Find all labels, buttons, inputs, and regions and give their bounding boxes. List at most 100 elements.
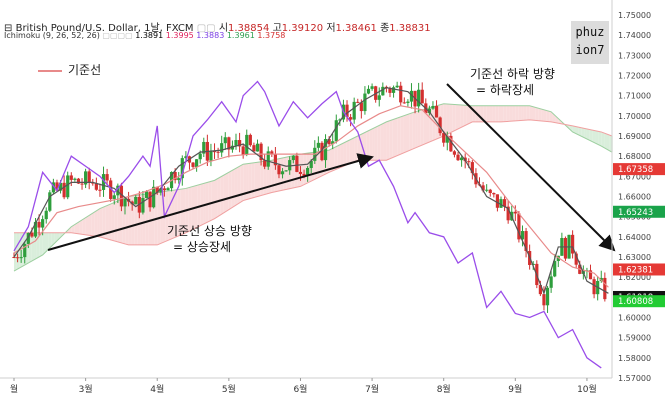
cloud-segment	[420, 109, 424, 146]
cloud-segment	[200, 183, 204, 226]
cloud-segment	[102, 206, 106, 239]
indicator-name: Ichimoku (9, 26, 52, 26)	[4, 31, 100, 40]
candle-body	[531, 263, 535, 265]
cloud-segment	[412, 111, 416, 150]
candle-body	[112, 195, 116, 199]
candle-body	[123, 198, 127, 207]
cloud-segment	[303, 153, 307, 186]
cloud-segment	[529, 105, 533, 121]
trend-arrows	[47, 83, 616, 252]
open-label: 시	[218, 23, 229, 34]
cloud-segment	[389, 119, 393, 159]
candle-body	[502, 199, 507, 207]
candle-body	[227, 137, 231, 150]
cloud-segment	[572, 125, 576, 134]
cloud-segment	[329, 148, 332, 173]
cloud-segment	[569, 125, 573, 132]
legend: 기준선	[38, 61, 101, 78]
y-tick-label: 1.58000	[618, 354, 651, 363]
cloud-segment	[483, 105, 487, 122]
indicator-value: 1.3961	[226, 31, 258, 40]
symbol-title: British Pound/U.S. Dollar, 1날, FXCM	[15, 23, 194, 34]
cloud-segment	[77, 221, 80, 235]
x-tick-label: 3월	[79, 383, 93, 395]
cloud-segment	[449, 104, 453, 134]
price-label-bg	[613, 163, 665, 176]
cloud-segment	[248, 163, 252, 199]
indicator-value: 1.3758	[257, 31, 286, 40]
candle-body	[495, 194, 500, 208]
candle-body	[62, 182, 66, 198]
cloud-segment	[432, 106, 436, 141]
candle-body	[320, 142, 324, 161]
candle-body	[338, 119, 342, 121]
cloud-segment	[119, 198, 123, 244]
cloud-segment	[455, 104, 459, 131]
x-tick-label: 9월	[508, 383, 522, 395]
candle-body	[542, 294, 546, 306]
candle-body	[37, 221, 41, 228]
candle-body	[73, 178, 77, 180]
downtrend-arrow	[446, 83, 616, 252]
cloud-segment	[260, 161, 264, 196]
candle-body	[427, 108, 431, 114]
candle-body	[388, 88, 392, 93]
cloud-segment	[515, 105, 519, 121]
candle-body	[506, 206, 510, 221]
cloud-segment	[231, 169, 235, 208]
cloud-segment	[380, 123, 384, 161]
close-label: 종	[380, 23, 390, 34]
indicator-value: 1.3891	[135, 31, 166, 40]
series-line-Chikou	[13, 80, 602, 369]
candle-body	[255, 143, 260, 152]
y-tick-label: 1.74000	[618, 31, 651, 40]
candle-body	[94, 183, 98, 190]
candle-body	[499, 199, 503, 208]
cloud-segment	[91, 212, 95, 237]
cloud-segment	[549, 111, 553, 123]
candle-body	[442, 133, 446, 143]
candle-body	[481, 185, 485, 191]
uptrend-line2: = 상승장세	[173, 240, 232, 254]
indicator-value: 1.3995	[165, 31, 197, 40]
open-value: 1.38854	[228, 23, 270, 34]
candle-body	[395, 85, 399, 88]
collapse-icon[interactable]: ⊟	[4, 23, 13, 34]
cloud-segment	[85, 215, 89, 236]
cloud-segment	[486, 105, 490, 122]
cloud-segment	[205, 181, 209, 223]
x-tick-label: 6월	[293, 383, 307, 395]
x-tick-label: 8월	[437, 383, 451, 395]
candle-body	[460, 157, 464, 161]
cloud-segment	[331, 147, 335, 172]
cloud-segment	[546, 110, 550, 122]
cloud-segment	[263, 161, 267, 195]
y-tick-label: 1.71000	[618, 92, 651, 101]
candle-body	[402, 102, 406, 104]
cloud-segment	[377, 124, 381, 161]
cloud-segment	[512, 105, 516, 122]
cloud-segment	[492, 105, 496, 122]
cloud-segment	[354, 136, 358, 162]
candle-body	[166, 188, 170, 191]
candle-body	[234, 140, 238, 146]
candle-body	[273, 154, 278, 166]
indicator-buttons-icon[interactable]: ▢▢▢▢	[102, 31, 133, 40]
cloud-segment	[606, 134, 610, 151]
cloud-segment	[372, 127, 375, 161]
candle-body	[252, 145, 256, 152]
cloud-segment	[523, 105, 527, 121]
candle-body	[220, 143, 224, 153]
cloud-segment	[228, 170, 232, 210]
cloud-segment	[403, 114, 407, 153]
candle-body	[363, 93, 367, 112]
price-label: 1.60808	[618, 297, 653, 307]
candle-body	[12, 257, 16, 258]
cloud-segment	[79, 219, 83, 235]
cloud-segment	[369, 128, 373, 161]
candle-body	[592, 279, 596, 295]
candle-body	[44, 210, 48, 220]
candle-body	[323, 138, 328, 161]
candle-body	[155, 186, 159, 193]
